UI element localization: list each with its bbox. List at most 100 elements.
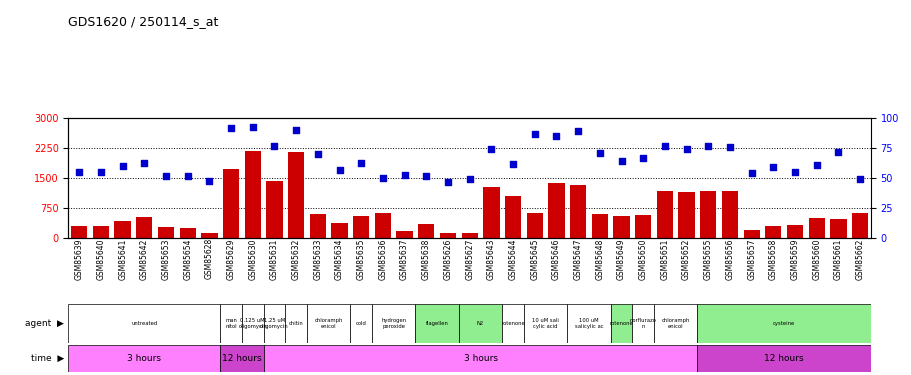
Text: untreated: untreated	[131, 321, 158, 326]
Text: chloramph
enicol: chloramph enicol	[660, 318, 690, 329]
Text: GSM85660: GSM85660	[812, 238, 820, 280]
Text: GSM85658: GSM85658	[768, 238, 777, 279]
Text: chloramph
enicol: chloramph enicol	[314, 318, 343, 329]
Point	[701, 143, 715, 149]
Text: N2: N2	[476, 321, 484, 326]
Bar	[285, 304, 307, 343]
Point	[94, 169, 108, 175]
Point	[679, 146, 693, 152]
Text: time  ▶: time ▶	[31, 354, 64, 363]
Text: GSM85637: GSM85637	[400, 238, 409, 280]
Text: GSM85649: GSM85649	[617, 238, 625, 280]
Text: GSM85652: GSM85652	[681, 238, 691, 279]
Bar	[396, 231, 413, 238]
Bar	[415, 304, 458, 343]
Bar	[697, 345, 870, 372]
Text: GSM85634: GSM85634	[334, 238, 343, 280]
Text: GSM85626: GSM85626	[443, 238, 452, 279]
Text: 100 uM
salicylic ac: 100 uM salicylic ac	[574, 318, 603, 329]
Point	[440, 179, 455, 185]
Text: rotenone: rotenone	[501, 321, 525, 326]
Text: rotenone: rotenone	[609, 321, 633, 326]
Text: 3 hours: 3 hours	[463, 354, 497, 363]
Bar	[523, 304, 567, 343]
Text: GSM85632: GSM85632	[292, 238, 301, 279]
Point	[506, 161, 520, 167]
Point	[809, 162, 824, 168]
Text: GSM85643: GSM85643	[486, 238, 496, 280]
Text: 10 uM sali
cylic acid: 10 uM sali cylic acid	[532, 318, 558, 329]
Text: GSM85657: GSM85657	[746, 238, 755, 280]
Point	[137, 159, 151, 165]
Point	[397, 171, 412, 177]
Text: GSM85648: GSM85648	[595, 238, 604, 279]
Point	[180, 173, 195, 179]
Text: GSM85635: GSM85635	[356, 238, 365, 280]
Bar	[266, 180, 282, 238]
Bar	[808, 218, 824, 238]
Text: GSM85655: GSM85655	[703, 238, 712, 280]
Text: GSM85644: GSM85644	[508, 238, 517, 280]
Bar	[115, 221, 130, 238]
Point	[353, 159, 368, 165]
Bar	[220, 304, 241, 343]
Bar	[721, 191, 737, 238]
Bar	[220, 345, 263, 372]
Bar	[829, 219, 845, 238]
Bar	[439, 233, 456, 238]
Bar	[263, 345, 697, 372]
Point	[765, 164, 780, 170]
Point	[548, 133, 563, 139]
Point	[375, 175, 390, 181]
Point	[202, 177, 217, 183]
Bar	[244, 151, 261, 238]
Point	[570, 128, 585, 134]
Bar	[631, 304, 653, 343]
Bar	[288, 152, 304, 238]
Text: GSM85656: GSM85656	[724, 238, 733, 280]
Text: agent  ▶: agent ▶	[25, 319, 64, 328]
Bar	[700, 191, 716, 238]
Text: GSM85642: GSM85642	[139, 238, 148, 279]
Bar	[678, 192, 694, 238]
Bar	[350, 304, 372, 343]
Bar	[613, 216, 629, 238]
Bar	[310, 214, 325, 238]
Point	[635, 155, 650, 161]
Text: GSM85639: GSM85639	[75, 238, 84, 280]
Text: GSM85654: GSM85654	[183, 238, 192, 280]
Point	[527, 131, 541, 137]
Bar	[263, 304, 285, 343]
Bar	[353, 216, 369, 238]
Text: GSM85633: GSM85633	[313, 238, 322, 280]
Text: GSM85640: GSM85640	[97, 238, 106, 280]
Bar	[502, 304, 523, 343]
Text: man
nitol: man nitol	[225, 318, 237, 329]
Text: 12 hours: 12 hours	[763, 354, 804, 363]
Point	[722, 144, 736, 150]
Point	[830, 149, 844, 155]
Point	[267, 143, 281, 149]
Text: 12 hours: 12 hours	[222, 354, 261, 363]
Point	[115, 163, 129, 169]
Bar	[567, 304, 610, 343]
Point	[743, 170, 758, 176]
Bar	[569, 184, 586, 238]
Point	[245, 123, 260, 129]
Text: cysteine: cysteine	[773, 321, 794, 326]
Point	[289, 127, 303, 133]
Text: GSM85630: GSM85630	[248, 238, 257, 280]
Text: GSM85651: GSM85651	[660, 238, 669, 279]
Point	[613, 158, 628, 164]
Bar	[610, 304, 631, 343]
Text: GSM85662: GSM85662	[855, 238, 864, 279]
Point	[657, 143, 671, 149]
Bar	[374, 213, 391, 238]
Point	[787, 169, 802, 175]
Text: GSM85661: GSM85661	[833, 238, 842, 279]
Bar	[697, 304, 870, 343]
Point	[418, 173, 433, 179]
Text: norflurazo
n: norflurazo n	[630, 318, 656, 329]
Bar	[786, 225, 803, 238]
Bar	[331, 223, 347, 238]
